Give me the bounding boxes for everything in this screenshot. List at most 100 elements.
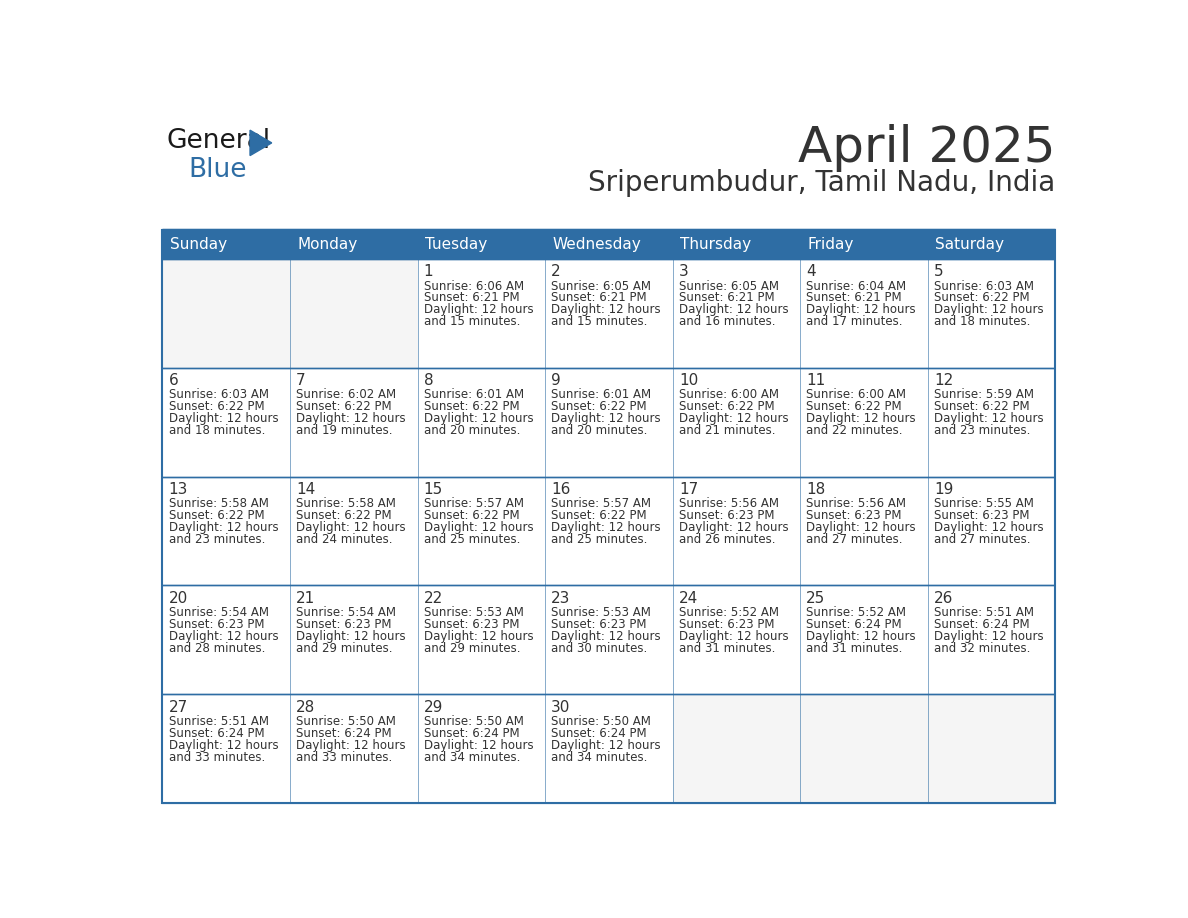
Bar [417,230,545,259]
Bar [545,476,672,586]
Text: Sunset: 6:24 PM: Sunset: 6:24 PM [934,618,1030,632]
Text: and 16 minutes.: and 16 minutes. [678,316,776,329]
Text: Daylight: 12 hours: Daylight: 12 hours [934,304,1043,317]
Text: Sunrise: 5:57 AM: Sunrise: 5:57 AM [424,498,524,510]
Text: Sunrise: 5:58 AM: Sunrise: 5:58 AM [169,498,268,510]
Bar [163,694,290,803]
Text: Friday: Friday [808,237,854,252]
Text: Daylight: 12 hours: Daylight: 12 hours [424,521,533,534]
Text: Sunrise: 5:58 AM: Sunrise: 5:58 AM [296,498,396,510]
Text: Sunrise: 5:52 AM: Sunrise: 5:52 AM [807,606,906,620]
Bar [417,367,545,476]
Text: 1: 1 [424,264,434,279]
Text: Sunset: 6:24 PM: Sunset: 6:24 PM [807,618,902,632]
Text: Daylight: 12 hours: Daylight: 12 hours [424,304,533,317]
Text: 19: 19 [934,482,953,497]
Text: 12: 12 [934,373,953,388]
Text: 22: 22 [424,591,443,606]
Bar [163,230,290,259]
Text: Daylight: 12 hours: Daylight: 12 hours [807,412,916,425]
Text: Sunrise: 5:50 AM: Sunrise: 5:50 AM [296,715,396,728]
Text: Daylight: 12 hours: Daylight: 12 hours [424,630,533,644]
Text: and 22 minutes.: and 22 minutes. [807,424,903,437]
Bar [928,476,1055,586]
Text: Sunset: 6:22 PM: Sunset: 6:22 PM [934,292,1030,305]
Text: Sunset: 6:22 PM: Sunset: 6:22 PM [934,400,1030,413]
Text: Daylight: 12 hours: Daylight: 12 hours [678,630,789,644]
Text: Sunrise: 5:54 AM: Sunrise: 5:54 AM [169,606,268,620]
Text: Daylight: 12 hours: Daylight: 12 hours [934,521,1043,534]
Text: and 27 minutes.: and 27 minutes. [807,533,903,546]
Text: Sunset: 6:21 PM: Sunset: 6:21 PM [807,292,902,305]
Text: Sunset: 6:22 PM: Sunset: 6:22 PM [169,400,264,413]
Text: Sunset: 6:24 PM: Sunset: 6:24 PM [296,727,392,740]
Text: 25: 25 [807,591,826,606]
Text: Sunrise: 6:01 AM: Sunrise: 6:01 AM [551,388,651,401]
Bar [672,476,801,586]
Bar [801,230,928,259]
Bar [801,694,928,803]
Bar [672,586,801,694]
Text: Daylight: 12 hours: Daylight: 12 hours [424,739,533,752]
Text: Sunrise: 5:50 AM: Sunrise: 5:50 AM [551,715,651,728]
Text: and 32 minutes.: and 32 minutes. [934,642,1030,655]
Text: Sunset: 6:22 PM: Sunset: 6:22 PM [424,509,519,522]
Text: 30: 30 [551,700,570,715]
Text: Daylight: 12 hours: Daylight: 12 hours [807,521,916,534]
Text: Sunset: 6:21 PM: Sunset: 6:21 PM [678,292,775,305]
Text: 13: 13 [169,482,188,497]
Bar [163,259,290,367]
Text: 2: 2 [551,264,561,279]
Text: 16: 16 [551,482,570,497]
Text: Sunrise: 5:50 AM: Sunrise: 5:50 AM [424,715,524,728]
Text: and 23 minutes.: and 23 minutes. [169,533,265,546]
Text: and 26 minutes.: and 26 minutes. [678,533,776,546]
Text: Sunday: Sunday [170,237,227,252]
Bar [290,367,417,476]
Text: Sunset: 6:22 PM: Sunset: 6:22 PM [296,509,392,522]
Text: and 34 minutes.: and 34 minutes. [424,751,520,764]
Text: Sunset: 6:23 PM: Sunset: 6:23 PM [169,618,264,632]
Text: Daylight: 12 hours: Daylight: 12 hours [169,739,278,752]
Bar [417,586,545,694]
Text: 8: 8 [424,373,434,388]
Text: Sriperumbudur, Tamil Nadu, India: Sriperumbudur, Tamil Nadu, India [588,169,1055,196]
Text: and 19 minutes.: and 19 minutes. [296,424,393,437]
Text: and 34 minutes.: and 34 minutes. [551,751,647,764]
Bar [163,230,1055,803]
Text: Daylight: 12 hours: Daylight: 12 hours [169,521,278,534]
Text: Sunrise: 6:02 AM: Sunrise: 6:02 AM [296,388,397,401]
Text: Daylight: 12 hours: Daylight: 12 hours [551,739,661,752]
Text: 6: 6 [169,373,178,388]
Text: Sunset: 6:23 PM: Sunset: 6:23 PM [678,618,775,632]
Text: Daylight: 12 hours: Daylight: 12 hours [296,521,406,534]
Bar [928,586,1055,694]
Text: Daylight: 12 hours: Daylight: 12 hours [934,412,1043,425]
Text: 18: 18 [807,482,826,497]
Bar [928,367,1055,476]
Bar [163,586,290,694]
Text: and 33 minutes.: and 33 minutes. [169,751,265,764]
Text: Daylight: 12 hours: Daylight: 12 hours [678,521,789,534]
Text: General: General [166,128,271,154]
Bar [801,586,928,694]
Text: and 17 minutes.: and 17 minutes. [807,316,903,329]
Text: Sunrise: 5:51 AM: Sunrise: 5:51 AM [169,715,268,728]
Text: 28: 28 [296,700,316,715]
Text: 24: 24 [678,591,699,606]
Bar [417,476,545,586]
Text: Sunset: 6:23 PM: Sunset: 6:23 PM [551,618,646,632]
Text: and 15 minutes.: and 15 minutes. [551,316,647,329]
Bar [545,694,672,803]
Bar [672,367,801,476]
Text: Daylight: 12 hours: Daylight: 12 hours [551,412,661,425]
Text: and 30 minutes.: and 30 minutes. [551,642,647,655]
Text: Thursday: Thursday [681,237,752,252]
Bar [928,694,1055,803]
Text: Sunset: 6:23 PM: Sunset: 6:23 PM [296,618,392,632]
Text: Daylight: 12 hours: Daylight: 12 hours [424,412,533,425]
Text: Sunset: 6:24 PM: Sunset: 6:24 PM [551,727,647,740]
Text: Sunrise: 6:03 AM: Sunrise: 6:03 AM [169,388,268,401]
Bar [290,694,417,803]
Text: and 18 minutes.: and 18 minutes. [934,316,1030,329]
